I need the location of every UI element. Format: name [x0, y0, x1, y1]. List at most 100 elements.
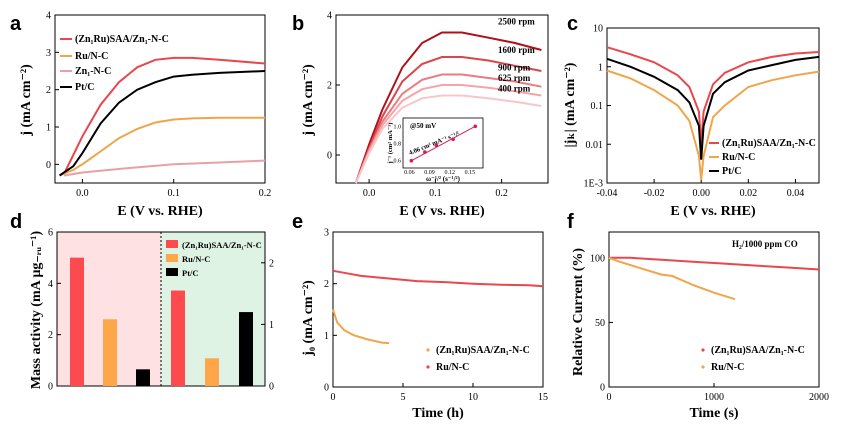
x-tick-label: 0.0	[76, 188, 89, 199]
x-tick-label: 1000	[704, 392, 724, 403]
gas-annotation: H₂/1000 ppm CO	[732, 239, 798, 249]
plot-frame	[335, 14, 549, 184]
plot-frame	[54, 14, 266, 184]
inset-frame	[402, 117, 484, 169]
bar	[136, 369, 150, 386]
bar	[205, 358, 219, 386]
y-tick-label: 3	[324, 228, 329, 239]
panel-label-c: c	[567, 13, 578, 35]
x-axis-label: E (V vs. RHE)	[399, 204, 485, 219]
panel-f: Time (s) Relative Current (%) H₂/1000 pp…	[571, 231, 829, 421]
legend-marker	[426, 348, 430, 352]
inset-point	[451, 137, 455, 141]
inset-annotation: @50 mV	[410, 122, 436, 130]
legend-label: Pt/C	[722, 166, 741, 177]
inset-y-tick-label: 0.8	[394, 142, 402, 148]
series-line	[354, 84, 542, 184]
legend: (Zn₁Ru)SAA/Zn₁-N-C Ru/N-C Zn₁-N-C Pt/C	[60, 34, 169, 93]
panel-label-d: d	[10, 211, 22, 233]
legend: (Zn₁Ru)SAA/Zn₁-N-C Ru/N-C	[426, 345, 530, 373]
x-tick-label: 0.00	[692, 188, 710, 199]
legend: (Zn₁Ru)SAA/Zn₁-N-C Ru/N-C Pt/C	[166, 240, 262, 278]
series-line	[354, 56, 542, 184]
legend: (Zn₁Ru)SAA/Zn₁-N-C Ru/N-C Pt/C	[709, 138, 816, 177]
legend-label: Ru/N-C	[722, 152, 755, 163]
panel-d: Mass activity (mA μg₋ᵣᵤ⁻¹) (Zn₁Ru)SAA/Zn…	[29, 228, 274, 393]
x-axis-label: E (V vs. RHE)	[670, 204, 756, 219]
rpm-label: 1600 rpm	[498, 45, 535, 55]
inset-y-tick-label: 1.0	[394, 124, 402, 130]
inset-y-tick-label: 0.6	[394, 159, 402, 165]
y-axis-label: |jₖ| (mA cm⁻²)	[563, 62, 578, 147]
inset-x-tick-label: 0.09	[424, 170, 435, 176]
series-line	[332, 309, 390, 345]
y-axis-label: j₀ (mA cm⁻²)	[301, 280, 316, 357]
panel-label-e: e	[292, 211, 303, 233]
y-tick-label: 0	[48, 382, 53, 393]
y-tick-label: 0	[324, 383, 329, 394]
series-line	[59, 116, 265, 177]
y-axis-label: Mass activity (mA μg₋ᵣᵤ⁻¹)	[29, 231, 44, 390]
y-tick-label: 0.01	[586, 140, 604, 151]
panel-label-b: b	[292, 13, 304, 35]
legend-label: Pt/C	[182, 268, 199, 278]
rpm-label: 900 rpm	[498, 63, 531, 73]
legend-label: Zn₁-N-C	[75, 66, 111, 77]
series-line	[332, 269, 544, 288]
inset-point	[423, 150, 427, 154]
y-tick-label: 2	[327, 81, 332, 92]
y-tick-label: 6	[48, 228, 53, 239]
plot-frame	[56, 231, 266, 387]
series-line	[606, 55, 820, 160]
y-tick-label: 2	[48, 330, 53, 341]
series-line	[63, 159, 266, 177]
inset-x-tick-label: 0.12	[444, 170, 455, 176]
panel-label-a: a	[10, 13, 22, 35]
legend-swatch	[166, 240, 178, 248]
inset-fit-line	[411, 125, 476, 162]
inset-koutecky-levich: @50 mV 4.06 cm² mA⁻¹ s⁻¹/² ω⁻¹/² (s⁻¹/²)…	[387, 117, 484, 183]
bar	[70, 257, 84, 386]
x-axis-label: Time (s)	[689, 406, 738, 421]
y-tick-label: 1	[598, 62, 603, 73]
y-axis-label: j (mA cm⁻²)	[19, 64, 34, 137]
series-line	[609, 256, 820, 271]
x-tick-label: 0	[607, 392, 612, 403]
inset-x-label: ω⁻¹/² (s⁻¹/²)	[426, 175, 461, 183]
legend-label: Ru/N-C	[75, 51, 108, 62]
y-axis-label: Relative Current (%)	[571, 248, 586, 376]
bar	[103, 319, 117, 386]
inset-point	[473, 124, 478, 129]
series-line	[354, 73, 542, 184]
x-tick-label: 15	[538, 392, 548, 403]
y-tick-label: 3	[46, 48, 51, 59]
x-tick-label: 0.1	[167, 188, 180, 199]
legend-swatch	[166, 268, 178, 276]
y-tick-label: 1E-3	[584, 179, 603, 190]
x-tick-label: 0.2	[495, 188, 508, 199]
y-tick-label: 50	[595, 318, 605, 329]
legend-label: Ru/N-C	[711, 362, 744, 373]
panel-c: E (V vs. RHE) |jₖ| (mA cm⁻²) (Zn₁Ru)SAA/…	[563, 24, 820, 219]
x-tick-label: 0.0	[363, 188, 376, 199]
panel-a: E (V vs. RHE) j (mA cm⁻²) (Zn₁Ru)SAA/Zn₁…	[19, 11, 271, 220]
legend-marker	[701, 365, 705, 369]
y-tick-label: 10	[593, 24, 603, 35]
legend: (Zn₁Ru)SAA/Zn₁-N-C Ru/N-C	[701, 345, 805, 373]
legend-label: (Zn₁Ru)SAA/Zn₁-N-C	[722, 138, 816, 149]
rpm-label: 400 rpm	[498, 84, 531, 94]
panel-b: E (V vs. RHE) j (mA cm⁻²) @50 mV 4.06 cm…	[301, 11, 549, 219]
series-line	[606, 69, 820, 180]
y-right-tick-label: 0	[269, 382, 274, 393]
panel-label-f: f	[567, 211, 574, 233]
y-tick-label: 4	[46, 11, 51, 22]
legend-label: Ru/N-C	[182, 254, 210, 264]
y-tick-label: 2	[46, 85, 51, 96]
legend-label: (Zn₁Ru)SAA/Zn₁-N-C	[182, 240, 262, 250]
x-tick-label: 10	[468, 392, 478, 403]
x-tick-label: 0.02	[740, 188, 758, 199]
rpm-label: 2500 rpm	[498, 17, 535, 27]
series-line	[63, 56, 266, 175]
legend-marker	[701, 348, 705, 352]
